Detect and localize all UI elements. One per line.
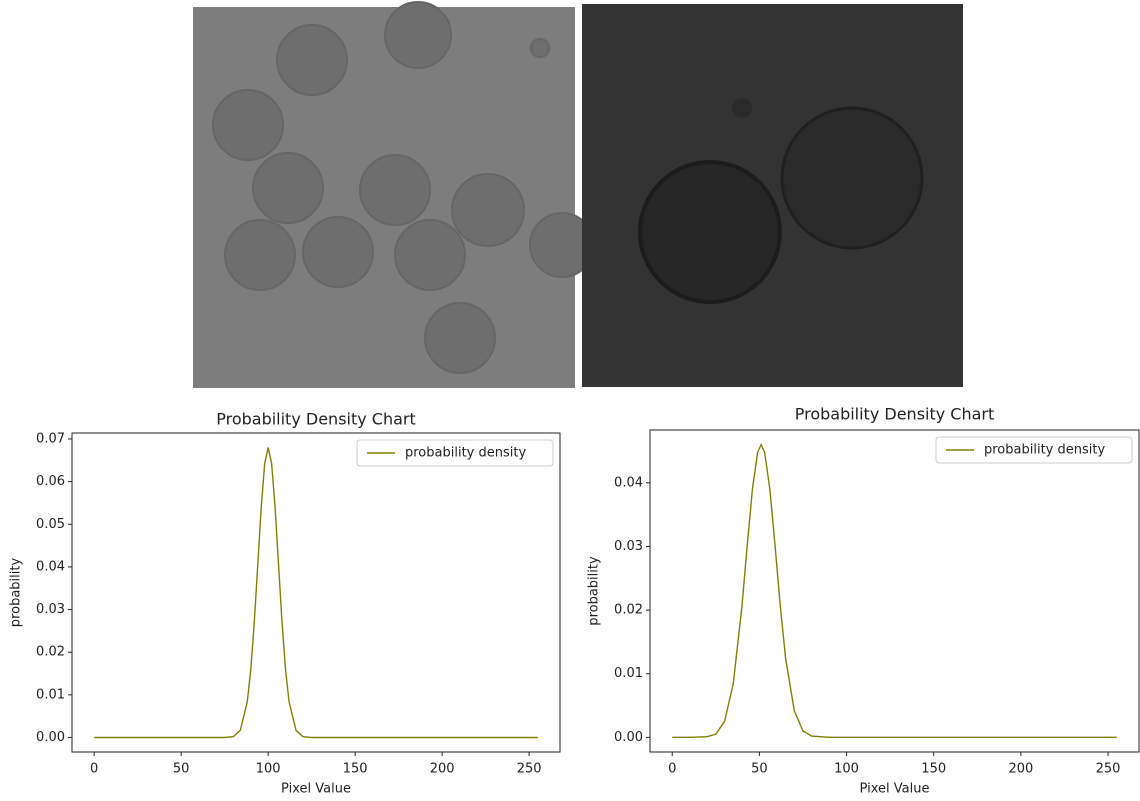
x-tick-label: 100 [256,762,281,777]
chart-title: Probability Density Chart [216,410,416,429]
micrograph-right [582,4,963,387]
y-axis-label: probability [9,558,24,628]
chart-title: Probability Density Chart [795,405,995,424]
data-line [94,447,538,739]
y-tick-label: 0.07 [36,431,65,446]
x-tick-label: 0 [668,762,676,777]
plot-lines [672,442,1117,739]
x-tick-label: 150 [921,762,946,777]
x-tick-label: 250 [1096,762,1121,777]
plot-lines [94,447,538,739]
y-tick-label: 0.04 [614,475,643,490]
x-tick-label: 100 [834,762,859,777]
x-tick-label: 0 [90,762,98,777]
legend-label: probability density [984,443,1105,458]
y-tick-label: 0.02 [614,603,643,618]
legend-box [356,439,554,467]
x-tick-label: 50 [173,762,190,777]
y-tick-label: 0.00 [36,730,65,745]
x-tick-label: 50 [751,762,768,777]
data-line [672,442,1117,739]
y-tick-label: 0.02 [36,645,65,660]
y-tick-label: 0.05 [36,517,65,532]
x-axis-label: Pixel Value [860,782,930,797]
x-tick-label: 200 [430,762,455,777]
x-axis-label: Pixel Value [281,782,351,797]
y-tick-label: 0.03 [36,602,65,617]
y-tick-label: 0.06 [36,474,65,489]
y-tick-label: 0.00 [614,730,643,745]
y-tick-label: 0.01 [614,666,643,681]
y-tick-label: 0.01 [36,687,65,702]
legend-label: probability density [405,446,526,461]
y-axis-label: probability [587,556,602,626]
x-tick-label: 150 [343,762,368,777]
x-tick-label: 200 [1008,762,1033,777]
plot-frame [71,432,561,753]
y-tick-label: 0.04 [36,559,65,574]
y-tick-label: 0.03 [614,539,643,554]
plot-frame [649,429,1140,753]
legend-box [935,436,1133,464]
micrograph-left [193,1,595,388]
x-tick-label: 250 [517,762,542,777]
